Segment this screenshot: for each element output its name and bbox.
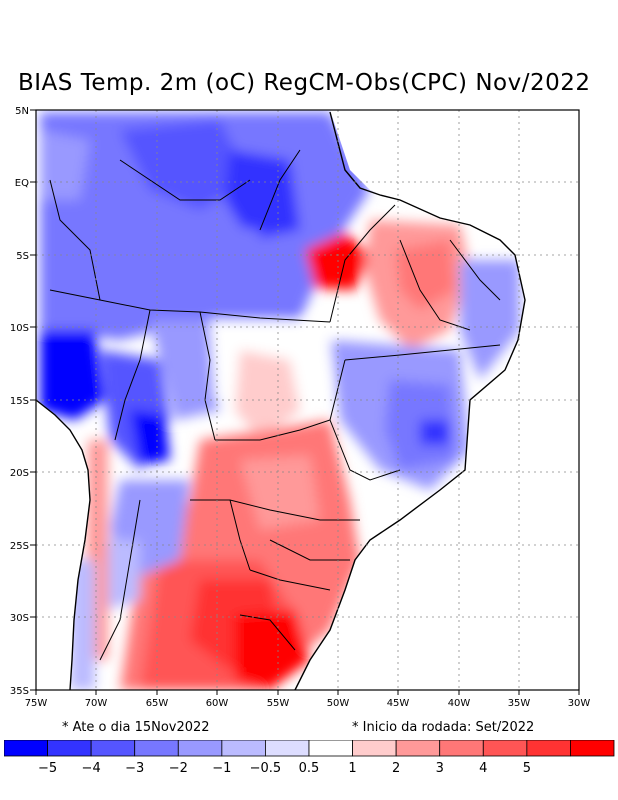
lat-label: 10S <box>10 323 29 334</box>
lon-label: 45W <box>387 698 410 709</box>
lat-label: 25S <box>10 541 29 552</box>
colorbar-box <box>4 740 48 757</box>
lat-label: 5S <box>16 251 29 262</box>
lon-label: 60W <box>206 698 229 709</box>
lat-label: 15S <box>10 396 29 407</box>
note-run-start: * Inicio da rodada: Set/2022 <box>352 720 535 735</box>
lon-label: 30W <box>568 698 591 709</box>
lon-label: 50W <box>327 698 350 709</box>
colorbar-label: −4 <box>82 761 101 776</box>
colorbar: −5 −4 −3 −2 −1 −0.5 0.5 1 2 3 4 5 <box>4 740 615 776</box>
colorbar-box <box>221 740 266 757</box>
bias-area-bolivia-cold <box>40 330 105 420</box>
state-borders <box>49 149 501 661</box>
colorbar-box <box>177 740 223 757</box>
colorbar-label: −3 <box>125 761 144 776</box>
colorbar-label: −1 <box>212 761 231 776</box>
tick-marks <box>30 109 580 695</box>
colorbar-label: 2 <box>392 761 400 776</box>
lon-label: 75W <box>25 698 48 709</box>
colorbar-label: 4 <box>479 761 487 776</box>
colorbar-box <box>570 740 615 757</box>
lat-label: EQ <box>15 178 29 189</box>
note-forecast-end: * Ate o dia 15Nov2022 <box>62 720 210 735</box>
coastlines <box>35 111 526 691</box>
colorbar-box <box>134 740 179 757</box>
colorbar-labels: −5 −4 −3 −2 −1 −0.5 0.5 1 2 3 4 5 <box>38 761 531 776</box>
lon-label: 65W <box>146 698 169 709</box>
colorbar-label: 5 <box>523 761 531 776</box>
colorbar-boxes <box>4 740 615 757</box>
colorbar-label: −0.5 <box>250 761 282 776</box>
ocean-mask <box>36 110 579 690</box>
colorbar-box <box>90 740 136 757</box>
lat-label: 35S <box>10 686 29 697</box>
bias-map: 5N EQ 5S 10S 15S 20S 25S 30S 35S 75W 70W… <box>10 106 591 709</box>
bias-area-rs-warm <box>235 610 310 690</box>
colorbar-box <box>265 740 310 757</box>
colorbar-label: 1 <box>348 761 356 776</box>
colorbar-label: −2 <box>169 761 188 776</box>
lat-label: 20S <box>10 468 29 479</box>
colorbar-box <box>395 740 441 757</box>
colorbar-label: −5 <box>38 761 57 776</box>
lon-label: 40W <box>448 698 471 709</box>
colorbar-box <box>308 740 353 757</box>
lon-label: 55W <box>267 698 290 709</box>
lon-label: 70W <box>85 698 108 709</box>
gridlines <box>36 110 579 690</box>
colorbar-box <box>47 740 92 757</box>
colorbar-label: 0.5 <box>299 761 320 776</box>
colorbar-box <box>352 740 397 757</box>
map-title: BIAS Temp. 2m (oC) RegCM-Obs(CPC) Nov/20… <box>18 70 591 96</box>
colorbar-box <box>439 740 484 757</box>
colorbar-label: 3 <box>436 761 444 776</box>
colorbar-box <box>526 740 571 757</box>
colorbar-box <box>482 740 528 757</box>
lat-label: 5N <box>15 106 29 117</box>
lon-label: 35W <box>508 698 531 709</box>
bias-area-para-warm <box>305 232 370 290</box>
lat-label: 30S <box>10 613 29 624</box>
